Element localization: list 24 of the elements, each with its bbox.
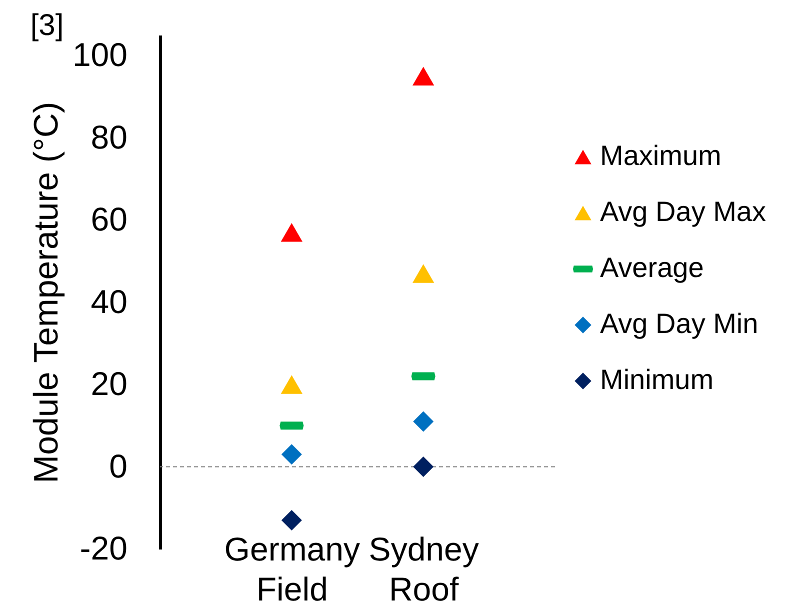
y-tick-label: 60 [90, 200, 128, 238]
y-tick-label: 100 [72, 36, 128, 74]
y-tick-label: -20 [80, 530, 128, 566]
legend-label: Minimum [600, 364, 714, 395]
legend-label: Average [600, 252, 704, 283]
point [413, 456, 434, 478]
y-tick-label: 20 [90, 365, 128, 402]
point [413, 411, 434, 432]
y-tick-label: 0 [109, 447, 128, 484]
text: [3] [30, 9, 64, 42]
y-tick-label: 80 [90, 118, 128, 156]
y-axis-title: Module Temperature (°C) [27, 102, 66, 484]
legend-label: Avg Day Min [600, 308, 758, 339]
point [280, 222, 303, 242]
y-tick-label: 40 [90, 282, 128, 320]
point [412, 66, 434, 86]
point [280, 375, 303, 394]
legend-label: Maximum [600, 140, 722, 171]
point [412, 264, 434, 283]
point [281, 510, 302, 530]
point [281, 444, 302, 465]
x-tick-label: Sydney Roof [368, 530, 480, 604]
x-tick-label: Germany Field [224, 530, 361, 604]
legend-label: Avg Day Max [600, 196, 766, 227]
